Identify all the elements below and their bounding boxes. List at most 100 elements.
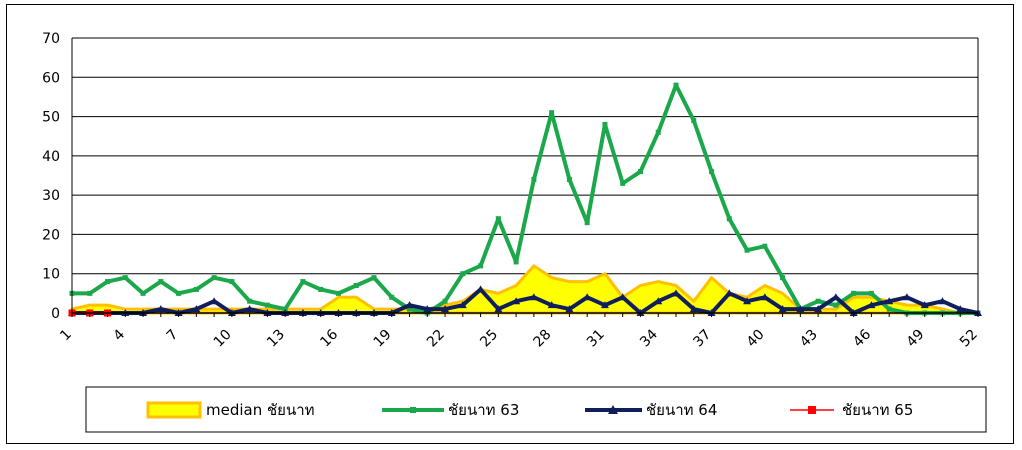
series-64-point xyxy=(600,301,609,309)
series-63-point xyxy=(886,306,892,312)
series-64-point xyxy=(547,301,556,309)
x-tick-label: 4 xyxy=(111,326,129,344)
series-63-point xyxy=(300,279,306,285)
series-64-point xyxy=(654,297,663,305)
x-tick-label: 19 xyxy=(371,327,395,351)
series-63-point xyxy=(335,290,341,296)
x-tick-label: 49 xyxy=(904,327,928,351)
y-tick-label: 0 xyxy=(51,306,60,322)
series-63-point xyxy=(815,298,821,304)
gridlines xyxy=(72,37,979,314)
series-63-point xyxy=(122,275,128,281)
series-64-point xyxy=(494,305,503,313)
series-63-point xyxy=(513,259,519,265)
x-tick-label: 22 xyxy=(424,327,448,351)
y-tick-label: 60 xyxy=(42,70,60,86)
series-64-point xyxy=(529,293,538,301)
series-63-point xyxy=(868,290,874,296)
series-64-point xyxy=(512,297,521,305)
legend-marker-63 xyxy=(410,407,416,413)
series-64-point xyxy=(192,305,201,313)
series-64-point xyxy=(156,305,165,313)
legend-box xyxy=(85,386,987,433)
series-64-point xyxy=(476,285,485,293)
x-tick-label: 13 xyxy=(264,327,288,351)
series-63-point xyxy=(744,247,750,253)
series-63-point xyxy=(495,216,501,222)
series-64-point xyxy=(831,293,840,301)
legend-marker-65 xyxy=(808,406,816,414)
y-tick-label: 50 xyxy=(42,110,60,126)
series-64-point xyxy=(441,305,450,313)
series-64-point xyxy=(938,297,947,305)
legend-label-median: median ชัยนาท xyxy=(206,401,315,419)
series-64-point xyxy=(920,301,929,309)
series-63-point xyxy=(211,275,217,281)
x-tick-label: 37 xyxy=(690,327,714,351)
series-63-point xyxy=(193,286,199,292)
x-tick-label: 7 xyxy=(164,327,182,345)
series-64-point xyxy=(725,289,734,297)
series-63-point xyxy=(762,243,768,249)
series-63-point xyxy=(478,263,484,269)
y-tick-label: 20 xyxy=(42,227,60,243)
series-63-point xyxy=(691,118,697,123)
x-tick-label: 52 xyxy=(957,327,981,351)
series-63-point xyxy=(407,306,413,312)
y-tick-label: 10 xyxy=(42,267,60,283)
series-64-point xyxy=(796,305,805,313)
series-63-point xyxy=(140,290,146,296)
series-63-point xyxy=(460,271,466,277)
legend-label-64: ชัยนาท 64 xyxy=(646,401,717,419)
y-tick-label: 30 xyxy=(42,188,60,204)
series-63-point xyxy=(673,82,679,88)
series-64-point xyxy=(778,305,787,313)
series-63-point xyxy=(780,275,786,281)
legend-label-65: ชัยนาท 65 xyxy=(842,401,913,419)
series-63-point xyxy=(549,110,555,116)
series-64-point xyxy=(689,305,698,313)
y-tick-label: 40 xyxy=(42,149,60,165)
series-63-point xyxy=(442,298,448,304)
series-64-point xyxy=(458,301,467,309)
series-64-point xyxy=(405,301,414,309)
series-63-point xyxy=(655,129,661,135)
series-63-point xyxy=(566,176,572,182)
legend-marker-64 xyxy=(608,405,618,414)
x-tick-label: 1 xyxy=(57,327,75,345)
series-63-point xyxy=(389,294,395,300)
series-63-point xyxy=(709,169,715,175)
series-64-point xyxy=(565,305,574,313)
series-63-point xyxy=(833,302,839,308)
series-63-point xyxy=(602,121,608,127)
series-63-point xyxy=(851,290,857,296)
x-tick-label: 25 xyxy=(477,327,501,351)
series-63-point xyxy=(247,298,253,304)
series-63-point xyxy=(726,216,732,222)
series-63-point xyxy=(371,275,377,281)
x-tick-label: 40 xyxy=(744,327,768,351)
series-64-point xyxy=(672,289,680,297)
series-64-line xyxy=(72,287,979,315)
x-tick-label: 28 xyxy=(531,327,555,351)
legend: median ชัยนาท ชัยนาท 63 ชัยนาท 64 ชัยนาท 65 xyxy=(85,386,987,433)
x-tick-label: 46 xyxy=(850,326,874,350)
y-tick-label: 70 xyxy=(42,31,60,47)
x-tick-label: 16 xyxy=(317,326,341,350)
series-64-point xyxy=(245,305,254,313)
series-64-point xyxy=(743,297,752,305)
series-64-point xyxy=(902,293,911,301)
series-63-point xyxy=(264,302,270,308)
series-64-point xyxy=(814,305,823,313)
series-64-point xyxy=(956,305,965,313)
series-63-point xyxy=(353,283,359,288)
series-63-point xyxy=(87,290,93,296)
series-64-point xyxy=(618,293,627,301)
series-64-point xyxy=(210,297,219,305)
series-64-point xyxy=(423,305,432,313)
series-64-point xyxy=(760,293,769,301)
series-64-point xyxy=(867,301,876,309)
x-tick-label: 43 xyxy=(797,327,821,351)
series-63-point xyxy=(229,279,235,285)
series-63-point xyxy=(158,279,164,285)
